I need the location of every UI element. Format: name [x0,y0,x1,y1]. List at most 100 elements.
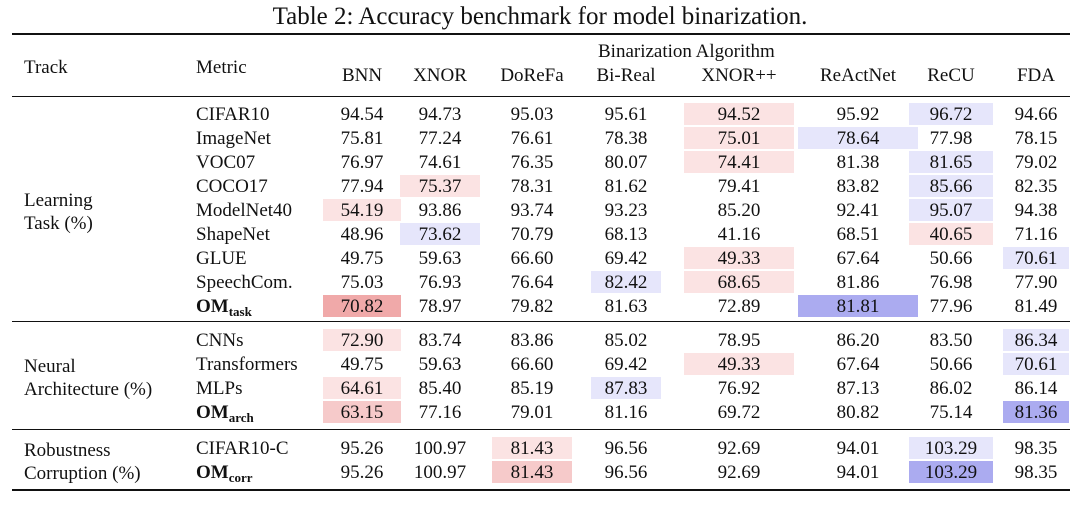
table-cell: 48.96 [340,224,384,245]
track-label: Robustness [24,440,111,461]
metric-label: ImageNet [196,128,271,149]
table-cell: 81.86 [836,272,880,293]
section-rule-2 [12,429,1070,430]
metric-name: CNNs [196,330,244,351]
table-cell: 86.14 [1014,378,1058,399]
cell-highlight [798,295,918,317]
table-cell: 81.36 [1014,402,1058,423]
metric-label: COCO17 [196,176,268,197]
metric-subscript: corr [228,470,253,485]
metric-label: Transformers [196,354,298,375]
metric-subscript: arch [228,410,254,425]
table-cell: 81.63 [604,296,648,317]
cell-highlight [909,199,993,221]
algorithm-header-xnor: XNOR [413,65,467,86]
metric-name: OM [196,296,229,317]
table-cell: 81.43 [510,462,554,483]
metric-label: ModelNet40 [196,200,292,221]
table-cell: 92.69 [717,438,761,459]
metric-name: MLPs [196,378,243,399]
table-cell: 93.86 [418,200,462,221]
cell-highlight [909,103,993,125]
cell-highlight [684,353,794,375]
table-cell: 81.43 [510,438,554,459]
track-label: Task (%) [24,213,93,234]
metric-label: CIFAR10-C [196,438,289,459]
metric-name: CIFAR10-C [196,438,289,459]
cell-highlight [1003,353,1069,375]
cell-highlight [1003,329,1069,351]
header-rule [12,96,1070,97]
table-cell: 86.20 [836,330,880,351]
metric-label: OMcorr [196,462,253,485]
top-rule [12,33,1070,35]
table-cell: 77.90 [1014,272,1058,293]
track-label: Corruption (%) [24,463,141,484]
table-cell: 67.64 [836,354,880,375]
cell-highlight [684,127,794,149]
table-cell: 78.64 [836,128,880,149]
table-cell: 75.37 [418,176,462,197]
table-cell: 77.96 [929,296,973,317]
track-label: Architecture (%) [24,379,153,400]
metric-label: GLUE [196,248,247,269]
cell-highlight [591,271,661,293]
table-cell: 96.56 [604,438,648,459]
metric-label: CNNs [196,330,244,351]
track-header: Track [24,57,68,78]
table-cell: 77.16 [418,402,462,423]
table-cell: 67.64 [836,248,880,269]
cell-highlight [323,329,401,351]
table-cell: 49.33 [717,354,761,375]
table-cell: 66.60 [510,248,554,269]
cell-highlight [591,377,661,399]
metric-name: ImageNet [196,128,271,149]
table-cell: 70.79 [510,224,554,245]
cell-highlight [684,151,794,173]
cell-highlight [909,175,993,197]
table-cell: 95.07 [929,200,973,221]
table-cell: 40.65 [929,224,973,245]
cell-highlight [684,271,794,293]
table-cell: 100.97 [413,438,467,459]
table-cell: 79.82 [510,296,554,317]
table-cell: 78.15 [1014,128,1058,149]
algorithm-header-dorefa: DoReFa [500,65,564,86]
metric-name: GLUE [196,248,247,269]
table-cell: 41.16 [717,224,761,245]
table-cell: 70.61 [1014,248,1058,269]
table-cell: 98.35 [1014,438,1058,459]
table-cell: 77.98 [929,128,973,149]
table-cell: 76.35 [510,152,554,173]
table-cell: 96.56 [604,462,648,483]
metric-label: VOC07 [196,152,255,173]
table-cell: 77.94 [340,176,384,197]
cell-highlight [492,461,572,483]
metric-name: OM [196,462,229,483]
metric-label: CIFAR10 [196,104,270,125]
cell-highlight [909,437,993,459]
table-cell: 76.92 [717,378,761,399]
cell-highlight [909,223,993,245]
table-cell: 86.02 [929,378,973,399]
cell-highlight [323,401,401,423]
metric-name: SpeechCom. [196,272,293,293]
table-cell: 94.38 [1014,200,1058,221]
table-cell: 74.61 [418,152,462,173]
metric-name: OM [196,402,229,423]
table-cell: 79.01 [510,402,554,423]
table-cell: 85.19 [510,378,554,399]
track-label: Neural [24,356,76,377]
table-cell: 94.01 [836,462,880,483]
table-cell: 59.63 [418,354,462,375]
table-cell: 49.75 [340,248,384,269]
table-cell: 74.41 [717,152,761,173]
cell-highlight [492,437,572,459]
table-cell: 76.64 [510,272,554,293]
table-cell: 64.61 [340,378,384,399]
table-caption: Table 2: Accuracy benchmark for model bi… [272,3,808,30]
table-cell: 83.50 [929,330,973,351]
table-cell: 83.74 [418,330,462,351]
algorithm-header-bi-real: Bi-Real [596,65,656,86]
metric-name: CIFAR10 [196,104,270,125]
